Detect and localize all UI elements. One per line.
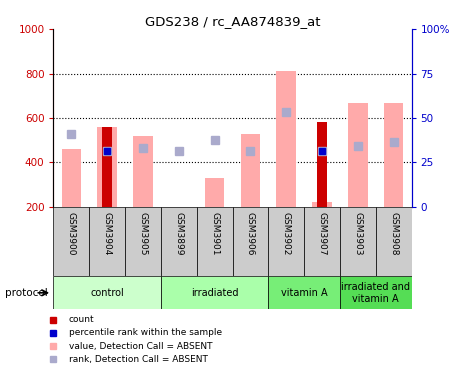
Bar xyxy=(53,276,161,309)
Text: irradiated: irradiated xyxy=(191,288,239,298)
Bar xyxy=(61,149,81,207)
Bar xyxy=(268,207,304,276)
Text: count: count xyxy=(68,315,94,324)
Bar xyxy=(125,207,161,276)
Text: GSM3901: GSM3901 xyxy=(210,212,219,256)
Text: percentile rank within the sample: percentile rank within the sample xyxy=(68,328,222,337)
Title: GDS238 / rc_AA874839_at: GDS238 / rc_AA874839_at xyxy=(145,15,320,28)
Bar xyxy=(340,207,376,276)
Text: GSM3904: GSM3904 xyxy=(103,212,112,256)
Text: rank, Detection Call = ABSENT: rank, Detection Call = ABSENT xyxy=(68,355,207,364)
Text: GSM3899: GSM3899 xyxy=(174,212,183,256)
Bar xyxy=(312,202,332,207)
Text: vitamin A: vitamin A xyxy=(281,288,327,298)
Bar xyxy=(97,127,117,207)
Text: protocol: protocol xyxy=(5,288,47,298)
Text: GSM3905: GSM3905 xyxy=(139,212,147,256)
Bar xyxy=(53,207,89,276)
Bar xyxy=(340,276,412,309)
Bar xyxy=(240,134,260,207)
Bar xyxy=(376,207,412,276)
Text: control: control xyxy=(90,288,124,298)
Bar xyxy=(268,276,340,309)
Text: GSM3908: GSM3908 xyxy=(389,212,398,256)
Bar xyxy=(133,136,153,207)
Bar xyxy=(197,207,232,276)
Text: GSM3906: GSM3906 xyxy=(246,212,255,256)
Bar xyxy=(161,207,197,276)
Bar xyxy=(102,127,112,207)
Bar xyxy=(89,207,125,276)
Text: GSM3903: GSM3903 xyxy=(353,212,362,256)
Bar xyxy=(205,178,225,207)
Bar xyxy=(348,102,368,207)
Bar xyxy=(384,102,404,207)
Bar xyxy=(232,207,268,276)
Text: GSM3900: GSM3900 xyxy=(67,212,76,256)
Bar xyxy=(161,276,268,309)
Text: irradiated and
vitamin A: irradiated and vitamin A xyxy=(341,282,410,304)
Text: GSM3907: GSM3907 xyxy=(318,212,326,256)
Text: value, Detection Call = ABSENT: value, Detection Call = ABSENT xyxy=(68,341,212,351)
Bar xyxy=(317,123,327,207)
Text: GSM3902: GSM3902 xyxy=(282,212,291,256)
Bar xyxy=(304,207,340,276)
Bar xyxy=(276,71,296,207)
